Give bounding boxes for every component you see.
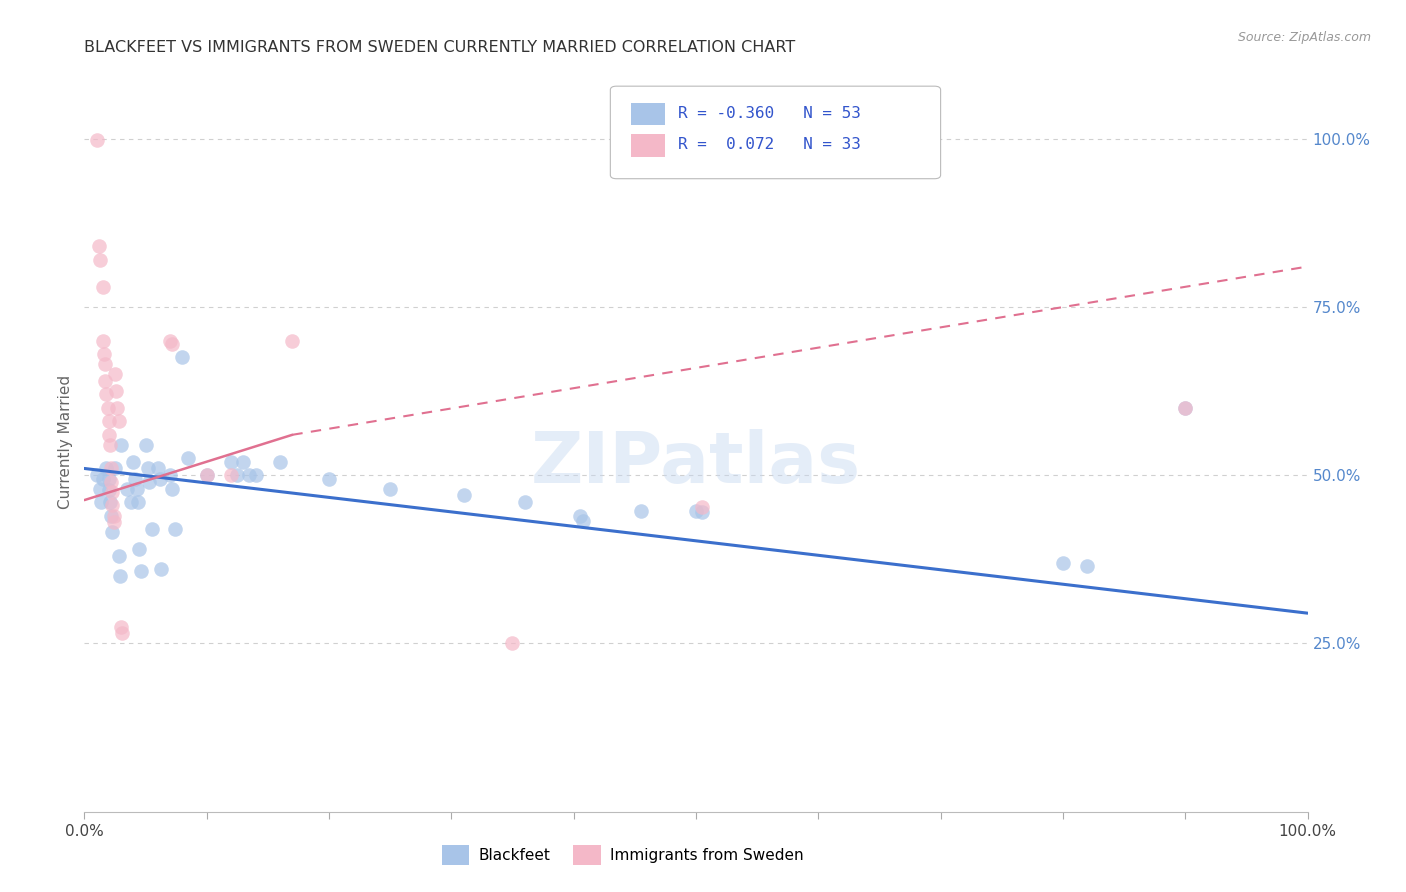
Y-axis label: Currently Married: Currently Married [58,375,73,508]
Point [172,351,194,365]
Point [101,525,124,540]
Point [101,485,124,500]
Point [97,401,120,415]
Point [111,626,134,640]
Point [129,564,152,578]
Point [1174,401,1197,415]
Point [195,468,218,483]
Point [269,455,291,469]
Point [146,461,169,475]
Point [97,427,120,442]
Point [219,455,242,469]
Point [163,522,186,536]
Point [105,384,128,398]
Point [232,455,254,469]
Point [103,508,125,523]
Point [94,357,117,371]
Point [96,461,118,475]
Point [120,495,142,509]
Point [149,472,172,486]
Point [162,337,184,351]
Point [177,451,200,466]
Point [98,495,121,509]
Point [104,461,127,475]
Point [1076,559,1098,574]
Text: ZIPatlas: ZIPatlas [531,429,860,499]
Point [86,133,108,147]
Text: R =  0.072   N = 33: R = 0.072 N = 33 [678,137,860,153]
Point [103,516,125,530]
Point [1174,401,1197,415]
Point [380,482,402,496]
Point [690,500,713,514]
Point [93,347,115,361]
Point [127,495,149,509]
Point [195,468,218,483]
Point [86,468,108,483]
Point [141,522,163,536]
Point [107,414,129,428]
Legend: Blackfeet, Immigrants from Sweden: Blackfeet, Immigrants from Sweden [436,838,810,871]
Point [91,472,114,486]
Point [138,475,160,489]
Point [122,455,145,469]
Point [136,461,159,475]
Point [572,514,595,528]
Point [281,334,304,348]
Point [125,482,148,496]
Point [159,334,181,348]
Point [128,542,150,557]
Point [101,499,124,513]
Point [108,569,131,583]
Point [91,334,114,348]
Point [513,495,536,509]
Point [162,482,184,496]
Point [96,387,118,401]
Point [110,619,132,633]
Point [97,414,120,428]
FancyBboxPatch shape [631,135,665,156]
Point [238,468,260,483]
Text: BLACKFEET VS IMMIGRANTS FROM SWEDEN CURRENTLY MARRIED CORRELATION CHART: BLACKFEET VS IMMIGRANTS FROM SWEDEN CURR… [84,40,796,55]
Point [318,472,340,486]
Point [110,438,132,452]
FancyBboxPatch shape [610,87,941,178]
Text: Source: ZipAtlas.com: Source: ZipAtlas.com [1237,31,1371,45]
Text: R = -0.360   N = 53: R = -0.360 N = 53 [678,106,860,121]
Point [245,468,267,483]
FancyBboxPatch shape [631,103,665,126]
Point [91,279,114,293]
Point [105,401,128,415]
Point [159,468,181,483]
Point [104,368,127,382]
Point [100,475,122,489]
Point [502,636,524,650]
Point [690,505,713,519]
Point [115,482,138,496]
Point [100,508,122,523]
Point [568,508,591,523]
Point [630,504,652,518]
Point [94,374,117,388]
Point [97,483,120,497]
Point [219,468,242,483]
Point [135,438,157,452]
Point [89,482,111,496]
Point [87,239,110,253]
Point [453,488,475,502]
Point [1052,556,1074,570]
Point [89,252,111,267]
Point [100,461,122,475]
Point [124,472,146,486]
Point [107,549,129,563]
Point [90,495,112,509]
Point [150,562,173,576]
Point [685,504,707,518]
Point [226,468,249,483]
Point [98,438,121,452]
Point [97,472,120,486]
